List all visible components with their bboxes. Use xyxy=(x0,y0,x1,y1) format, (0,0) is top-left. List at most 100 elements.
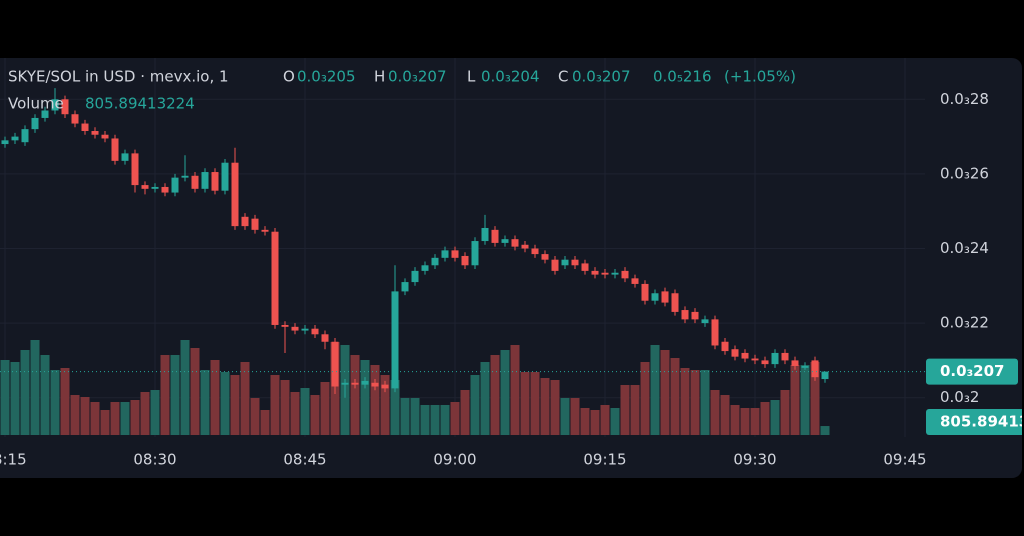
candle-body xyxy=(341,382,349,385)
volume-bar xyxy=(790,365,800,435)
volume-bar xyxy=(770,400,780,435)
candle-body xyxy=(601,272,609,275)
volume-bar xyxy=(270,375,280,435)
candle-body xyxy=(691,311,699,320)
ohlc-value: 0.0₃207 xyxy=(572,68,631,86)
y-tick-label: 0.0₃24 xyxy=(940,239,989,257)
volume-bar xyxy=(650,345,660,435)
price-tag-label: 0.0₃207 xyxy=(940,362,1004,380)
candle-body xyxy=(611,272,619,275)
volume-bar xyxy=(70,395,80,435)
volume-bar xyxy=(410,398,420,435)
candle-body xyxy=(621,270,629,279)
ohlc-key: C xyxy=(558,68,568,86)
volume-bar xyxy=(160,355,170,435)
candle-body xyxy=(721,341,729,352)
candle-body xyxy=(381,384,389,389)
candle-body xyxy=(821,371,829,380)
candle-body xyxy=(301,328,309,331)
candle-body xyxy=(751,358,759,361)
y-tick-label: 0.0₃26 xyxy=(940,164,989,182)
volume-bar xyxy=(260,410,270,435)
volume-bar xyxy=(230,375,240,435)
candle-body xyxy=(151,186,159,189)
volume-bar xyxy=(80,397,90,435)
volume-bar xyxy=(630,385,640,435)
candle-body xyxy=(271,231,279,325)
volume-bar xyxy=(700,370,710,435)
candle-body xyxy=(651,293,659,301)
candle-body xyxy=(681,310,689,320)
candle-body xyxy=(181,175,189,178)
volume-bar xyxy=(390,380,400,435)
volume-bar xyxy=(680,368,690,435)
candle-body xyxy=(51,99,59,111)
volume-bar xyxy=(730,405,740,435)
candle-body xyxy=(131,153,139,186)
volume-bar xyxy=(200,370,210,435)
candle-body xyxy=(371,382,379,387)
volume-bar xyxy=(60,368,70,435)
volume-bar xyxy=(710,390,720,435)
candle-body xyxy=(511,239,519,247)
volume-bar xyxy=(720,395,730,435)
candle-body xyxy=(91,131,99,135)
volume-bar xyxy=(180,340,190,435)
candle-body xyxy=(71,114,79,124)
candle-body xyxy=(411,270,419,283)
candle-body xyxy=(551,259,559,271)
candle-body xyxy=(501,239,509,243)
candle-body xyxy=(641,283,649,301)
candle-body xyxy=(581,263,589,271)
volume-bar xyxy=(590,410,600,435)
candle-body xyxy=(431,257,439,266)
candle-body xyxy=(771,352,779,365)
candle-body xyxy=(471,241,479,266)
x-tick-label: 09:45 xyxy=(883,451,926,469)
volume-bar xyxy=(0,360,10,435)
candle-body xyxy=(811,360,819,378)
candle-body xyxy=(11,136,19,141)
candle-body xyxy=(761,360,769,365)
candle-body xyxy=(211,172,219,191)
volume-bar xyxy=(750,408,760,435)
volume-bar xyxy=(600,405,610,435)
candle-body xyxy=(491,229,499,243)
volume-bar xyxy=(640,362,650,435)
candle-body xyxy=(31,117,39,130)
candle-body xyxy=(661,291,669,303)
volume-bar xyxy=(560,398,570,435)
volume-bar xyxy=(670,358,680,435)
change-percent: (+1.05%) xyxy=(724,68,796,86)
volume-bar xyxy=(810,362,820,435)
candle-body xyxy=(671,293,679,312)
volume-bar xyxy=(500,350,510,435)
x-tick-label: 09:00 xyxy=(433,451,476,469)
volume-bar xyxy=(50,370,60,435)
ohlc-key: L xyxy=(467,68,476,86)
volume-bar xyxy=(530,372,540,435)
candle-body xyxy=(591,270,599,275)
volume-bar xyxy=(130,400,140,435)
volume-bar xyxy=(240,362,250,435)
candle-body xyxy=(321,334,329,342)
volume-tag-label: 805.89413224 xyxy=(940,413,1024,431)
candle-body xyxy=(571,259,579,266)
candle-body xyxy=(481,227,489,242)
candle-body xyxy=(141,185,149,189)
volume-bar xyxy=(430,405,440,435)
volume-bar xyxy=(800,365,810,435)
volume-bar xyxy=(760,402,770,435)
volume-bar xyxy=(210,360,220,435)
candle-body xyxy=(311,328,319,335)
ohlc-key: H xyxy=(374,68,385,86)
volume-bar xyxy=(110,402,120,435)
chart-panel xyxy=(0,58,1022,478)
candle-body xyxy=(41,110,49,118)
volume-bar xyxy=(310,395,320,435)
candle-body xyxy=(231,162,239,227)
candle-body xyxy=(171,177,179,193)
volume-bar xyxy=(170,355,180,435)
volume-bar xyxy=(30,340,40,435)
candle-body xyxy=(531,248,539,255)
